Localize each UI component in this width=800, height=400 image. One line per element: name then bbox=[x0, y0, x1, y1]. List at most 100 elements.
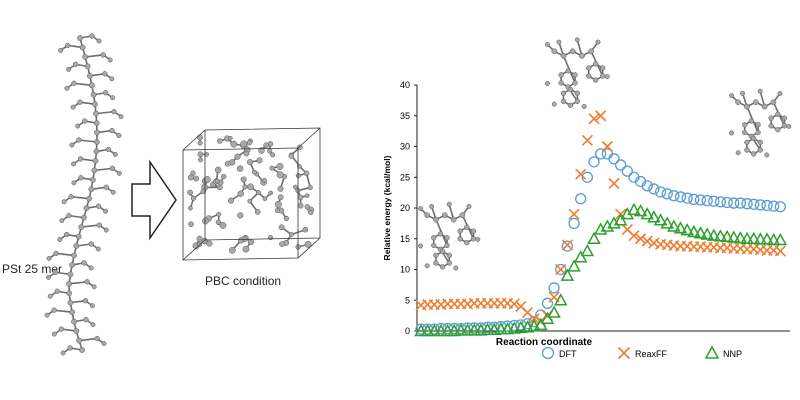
atom bbox=[247, 183, 254, 191]
dft-point bbox=[555, 263, 567, 276]
atom bbox=[304, 193, 310, 198]
nnp-point bbox=[427, 323, 442, 337]
atom bbox=[247, 198, 253, 204]
atom bbox=[57, 237, 63, 242]
atom bbox=[215, 219, 222, 225]
atom bbox=[574, 98, 581, 104]
transition-state-molecule-illustration bbox=[544, 37, 610, 109]
atom bbox=[227, 197, 234, 204]
dft-point bbox=[701, 194, 713, 207]
dft-point bbox=[654, 186, 667, 198]
bond bbox=[78, 139, 97, 143]
bond bbox=[71, 195, 90, 200]
atom bbox=[565, 68, 571, 74]
nnp-point bbox=[553, 293, 568, 306]
y-tick-label: 5 bbox=[405, 295, 410, 305]
atom bbox=[54, 288, 60, 294]
nnp-point bbox=[640, 207, 655, 220]
atom bbox=[729, 93, 735, 99]
nnp-point bbox=[534, 317, 548, 331]
atom bbox=[470, 228, 477, 234]
atom bbox=[475, 236, 481, 242]
atom bbox=[66, 290, 73, 297]
reaxff-point bbox=[555, 263, 567, 276]
atom bbox=[107, 57, 113, 63]
atom bbox=[237, 190, 244, 197]
atom bbox=[89, 33, 95, 39]
dft-point bbox=[748, 198, 760, 210]
chart-legend: DFT ReaxFF NNP bbox=[541, 345, 742, 360]
atom bbox=[431, 242, 437, 249]
atom bbox=[439, 264, 446, 270]
dft-point bbox=[754, 199, 767, 211]
atom bbox=[560, 90, 567, 96]
atom bbox=[757, 139, 763, 146]
dft-point bbox=[741, 198, 753, 210]
atom bbox=[740, 90, 746, 96]
atom bbox=[237, 212, 244, 219]
atom bbox=[293, 184, 298, 190]
nnp-point bbox=[740, 231, 754, 244]
dft-point bbox=[694, 194, 707, 206]
atom bbox=[274, 207, 281, 214]
atom bbox=[70, 104, 76, 110]
atom bbox=[216, 211, 222, 217]
atom bbox=[279, 241, 285, 247]
atom bbox=[94, 335, 100, 342]
atom bbox=[66, 212, 72, 219]
atom bbox=[68, 194, 74, 200]
atom bbox=[297, 194, 304, 201]
atom bbox=[51, 331, 57, 337]
bond bbox=[69, 281, 88, 285]
nnp-point bbox=[720, 229, 734, 243]
dft-point bbox=[548, 282, 560, 294]
atom bbox=[71, 318, 77, 325]
atom bbox=[52, 269, 59, 276]
atom bbox=[60, 350, 66, 356]
atom bbox=[69, 262, 75, 268]
atom bbox=[274, 200, 282, 208]
y-tick-label: 20 bbox=[400, 203, 410, 213]
energy-chart: 0 5 10 15 20 25 30 35 40 Reaction coordinate Rel… bbox=[382, 80, 790, 360]
atom bbox=[247, 238, 254, 246]
atom bbox=[308, 210, 314, 216]
atom bbox=[46, 256, 52, 261]
atom bbox=[735, 99, 742, 106]
x-axis-title: Reaction coordinate bbox=[496, 337, 593, 348]
reaxff-point bbox=[608, 177, 620, 189]
atom bbox=[768, 115, 774, 121]
atom bbox=[71, 180, 77, 186]
atom bbox=[429, 203, 435, 209]
legend-marker-reaxff bbox=[617, 346, 631, 360]
reaxff-point bbox=[568, 208, 580, 220]
atom bbox=[586, 65, 592, 71]
nnp-point bbox=[480, 322, 495, 336]
atom bbox=[79, 347, 85, 353]
atom bbox=[92, 158, 99, 164]
atom bbox=[446, 260, 452, 266]
atom bbox=[453, 265, 459, 271]
atom bbox=[84, 63, 91, 70]
atom bbox=[82, 118, 88, 124]
atom bbox=[567, 102, 574, 108]
atom bbox=[76, 337, 82, 344]
atom bbox=[83, 316, 89, 323]
reaxff-point bbox=[628, 230, 640, 242]
atom bbox=[219, 222, 227, 229]
atom bbox=[229, 247, 236, 254]
atom bbox=[297, 144, 303, 151]
atom bbox=[88, 186, 95, 193]
atom bbox=[73, 243, 80, 249]
atom bbox=[567, 86, 574, 92]
atom bbox=[258, 147, 265, 154]
box-edge bbox=[297, 127, 321, 149]
atom bbox=[757, 147, 763, 153]
nnp-point bbox=[567, 259, 581, 272]
atom bbox=[89, 82, 95, 89]
atom bbox=[217, 138, 223, 144]
legend-label-nnp: NNP bbox=[723, 349, 742, 359]
atom bbox=[110, 95, 116, 101]
right-arrow-icon bbox=[131, 159, 177, 241]
nnp-point bbox=[613, 213, 628, 226]
atom bbox=[437, 231, 444, 237]
